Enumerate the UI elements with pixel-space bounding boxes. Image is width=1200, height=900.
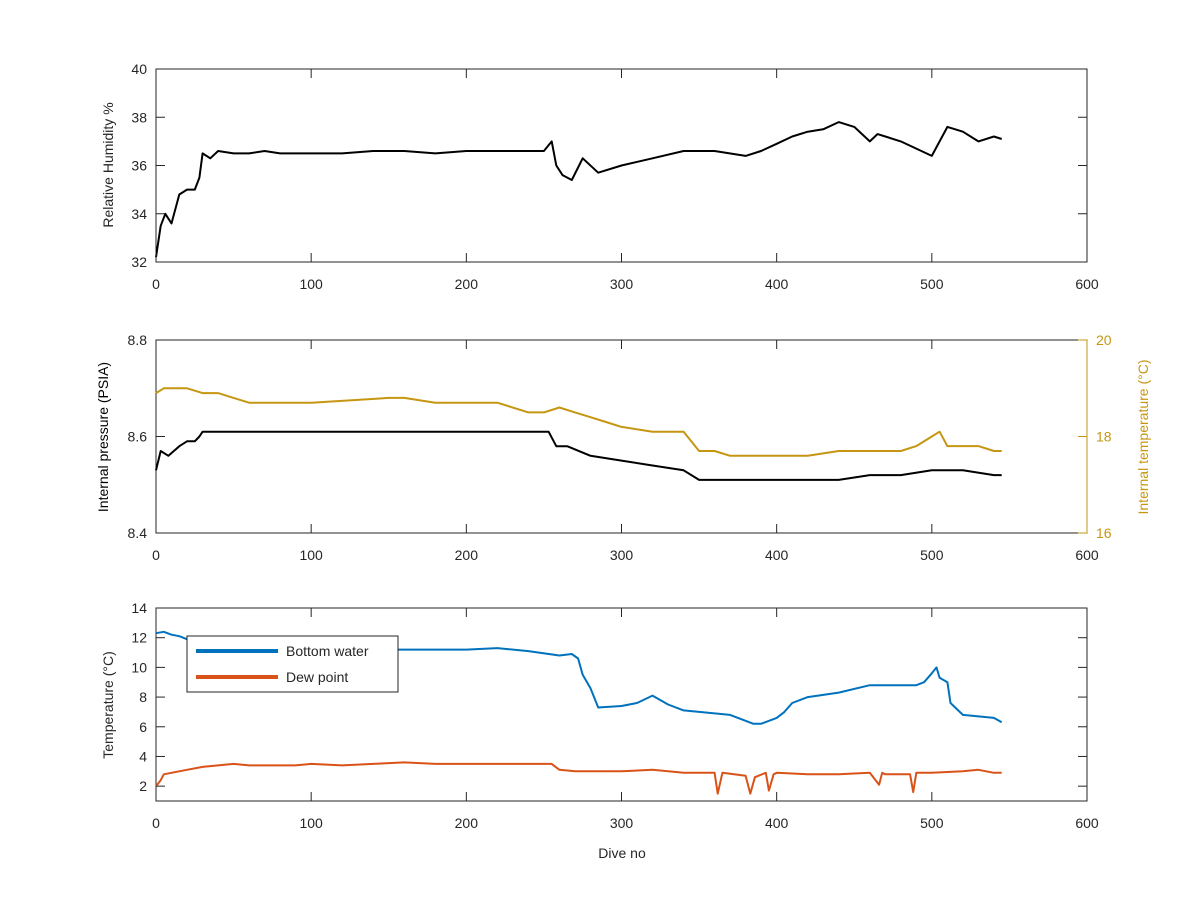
temperature-y-axis-label: Temperature (°C) [100,651,116,759]
series-line-panel2-series-1 [155,430,1002,481]
x-tick-label: 300 [610,815,634,831]
legend-label-dew-point: Dew point [286,669,348,685]
temperature-right-ticks: 16 18 20 [1078,332,1112,541]
y2-tick-label: 20 [1096,332,1112,348]
pressure-axes-box [155,339,1088,534]
x-tick-label: 200 [455,276,479,292]
x-tick-label: 400 [765,276,789,292]
x-axis-label: Dive no [598,845,646,861]
x-tick-label: 500 [920,815,944,831]
x-tick-label: 0 [152,815,160,831]
x-tick-label: 300 [610,276,634,292]
y-tick-label: 36 [131,158,147,174]
humidity-series-group [155,121,1003,258]
y-tick-label: 8.8 [128,332,148,348]
x-tick-label: 500 [920,547,944,563]
x-tick-label: 600 [1075,276,1099,292]
humidity-panel: 0 100 200 300 400 500 600 32 34 36 38 40 Relative … [100,61,1099,292]
y-tick-label: 34 [131,206,147,222]
pressure-series-group [155,387,1002,481]
series-line-dew-point [155,761,1002,795]
temperature-y-ticks: 2 4 6 8 10 12 14 [131,600,1087,794]
y-tick-label: 40 [131,61,147,77]
y-tick-label: 8 [139,689,147,705]
y-tick-label: 12 [131,630,147,646]
series-line-panel1-series-1 [155,121,1003,258]
y2-tick-label: 16 [1096,525,1112,541]
x-tick-label: 300 [610,547,634,563]
x-tick-label: 100 [299,276,323,292]
x-tick-label: 500 [920,276,944,292]
x-tick-label: 400 [765,815,789,831]
pressure-panel: 0 100 200 300 400 500 600 8.4 8.6 8.8 16 18 20 Int… [95,332,1151,563]
y-tick-label: 38 [131,109,147,125]
y-tick-label: 10 [131,659,147,675]
x-tick-label: 600 [1075,815,1099,831]
series-line-panel2-series-2 [155,387,1002,457]
y-tick-label: 32 [131,254,147,270]
pressure-y-axis-label: Internal pressure (PSIA) [95,362,111,512]
x-tick-label: 100 [299,815,323,831]
internal-temperature-axis-label: Internal temperature (°C) [1135,360,1151,515]
humidity-y-ticks: 32 34 36 38 40 [131,61,1087,270]
x-tick-label: 0 [152,276,160,292]
x-tick-label: 200 [455,547,479,563]
y-tick-label: 8.4 [128,525,148,541]
legend-label-bottom-water: Bottom water [286,643,369,659]
legend: Bottom water Dew point [186,635,399,693]
y-tick-label: 14 [131,600,147,616]
temperature-x-ticks: 0 100 200 300 400 500 600 [152,608,1099,831]
humidity-y-axis-label: Relative Humidity % [100,102,116,227]
y-tick-label: 2 [139,778,147,794]
y-tick-label: 6 [139,719,147,735]
y-tick-label: 4 [139,748,147,764]
x-tick-label: 600 [1075,547,1099,563]
y2-tick-label: 18 [1096,429,1112,445]
legend-box [186,635,399,693]
x-tick-label: 200 [455,815,479,831]
x-tick-label: 0 [152,547,160,563]
y-tick-label: 8.6 [128,429,148,445]
humidity-x-ticks: 0 100 200 300 400 500 600 [152,69,1099,292]
x-tick-label: 100 [299,547,323,563]
pressure-y-ticks: 8.4 8.6 8.8 [128,332,165,541]
temperature-panel: 0 100 200 300 400 500 600 2 4 6 8 10 12 14 Temperatu… [100,600,1099,861]
x-tick-label: 400 [765,547,789,563]
